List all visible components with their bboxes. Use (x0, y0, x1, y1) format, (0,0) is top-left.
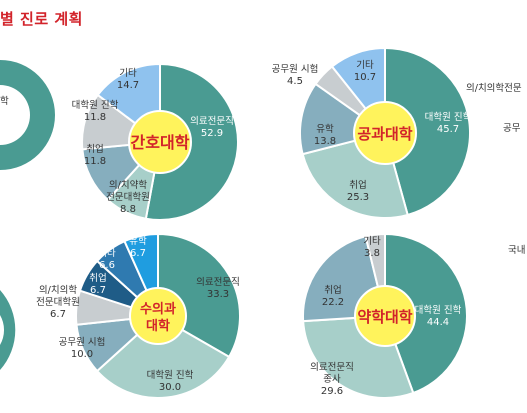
cropped-label-right-1: 의/치의학전문 (466, 83, 522, 94)
slice-value-1-2: 13.8 (314, 136, 336, 147)
slice-label-0-0: 의료전문직 (190, 116, 234, 127)
slice-value-2-2: 10.0 (71, 349, 93, 360)
slice-label-0-3: 대학원 진학 (72, 100, 119, 111)
slice-value-0-0: 52.9 (201, 128, 223, 139)
slice-label-3-1: 의료전문직 (310, 362, 354, 373)
slice-value-0-3: 11.8 (84, 112, 106, 123)
slice-value-1-1: 25.3 (347, 192, 369, 203)
slice-value-1-3: 4.5 (287, 76, 303, 87)
slice-label-2-0: 의료전문직 (196, 277, 240, 288)
slice-value-3-0: 44.4 (427, 317, 449, 328)
chart-center-label-2: 대학 (146, 318, 170, 334)
slice-label-3-1: 종사 (323, 374, 341, 385)
slice-label-2-1: 대학원 진학 (147, 370, 194, 381)
chart-center-label-2: 수의과 (140, 301, 176, 317)
slice-label-2-3: 전문대학원 (36, 297, 80, 308)
chart-center-2 (129, 287, 187, 345)
chart-center-label-3: 약학대학 (357, 308, 412, 326)
pie-slice-2-1 (95, 314, 231, 399)
slice-label-2-3: 의/치의학 (39, 284, 77, 296)
chart-center-label-1: 공과대학 (357, 125, 412, 143)
slice-label-2-6: 유학 (129, 236, 147, 247)
chart-center-3 (354, 285, 416, 347)
slice-label-1-4: 기타 (356, 60, 374, 71)
slice-value-2-3: 6.7 (50, 309, 66, 320)
cropped-label-right-2: 공무 (503, 123, 521, 134)
slice-label-0-1: 의/치약학 (109, 179, 147, 191)
pie-slice-1-0 (384, 46, 471, 217)
chart-center-label-0: 간호대학 (131, 133, 190, 152)
slice-label-1-3: 공무원 시험 (272, 64, 319, 75)
slice-value-2-1: 30.0 (159, 382, 181, 393)
slice-label-0-2: 취업 (86, 143, 103, 155)
slice-label-1-2: 유학 (316, 124, 334, 135)
chart-center-0 (128, 110, 192, 174)
slice-label-3-2: 취업 (324, 284, 341, 296)
slice-label-2-2: 공무원 시험 (59, 337, 106, 348)
cropped-chart-fragment-bottom (0, 290, 16, 370)
slice-label-3-3: 기타 (363, 236, 381, 247)
slice-label-0-4: 기타 (119, 68, 137, 79)
chart-center-1 (353, 101, 417, 165)
slice-value-0-1: 8.8 (120, 204, 136, 215)
slice-value-0-2: 11.8 (84, 156, 106, 167)
slice-value-3-1: 29.6 (321, 386, 343, 397)
slice-value-2-5: 6.6 (99, 260, 115, 271)
page-title: 별 진로 계획 (0, 10, 83, 28)
cropped-label-right-3: 국내 (508, 245, 526, 256)
slice-value-3-3: 3.8 (364, 248, 380, 259)
slice-value-2-0: 33.3 (207, 289, 229, 300)
slice-label-1-0: 대학원 진학 (425, 112, 472, 123)
cropped-chart-fragment-top (0, 60, 55, 170)
slice-value-1-0: 45.7 (437, 124, 459, 135)
slice-label-0-1: 전문대학원 (106, 192, 150, 203)
cropped-label-left: 학 (0, 96, 9, 107)
slice-label-3-0: 대학원 진학 (415, 305, 462, 316)
pie-slice-3-0 (384, 232, 468, 395)
slice-label-2-5: 기타 (98, 248, 116, 259)
slice-value-2-6: 6.7 (130, 248, 146, 259)
slice-label-2-4: 취업 (89, 272, 106, 284)
slice-value-2-4: 6.7 (90, 285, 106, 296)
slice-value-3-2: 22.2 (322, 297, 344, 308)
slice-value-0-4: 14.7 (117, 80, 139, 91)
slice-value-1-4: 10.7 (354, 72, 376, 83)
slice-label-1-1: 취업 (349, 179, 366, 191)
